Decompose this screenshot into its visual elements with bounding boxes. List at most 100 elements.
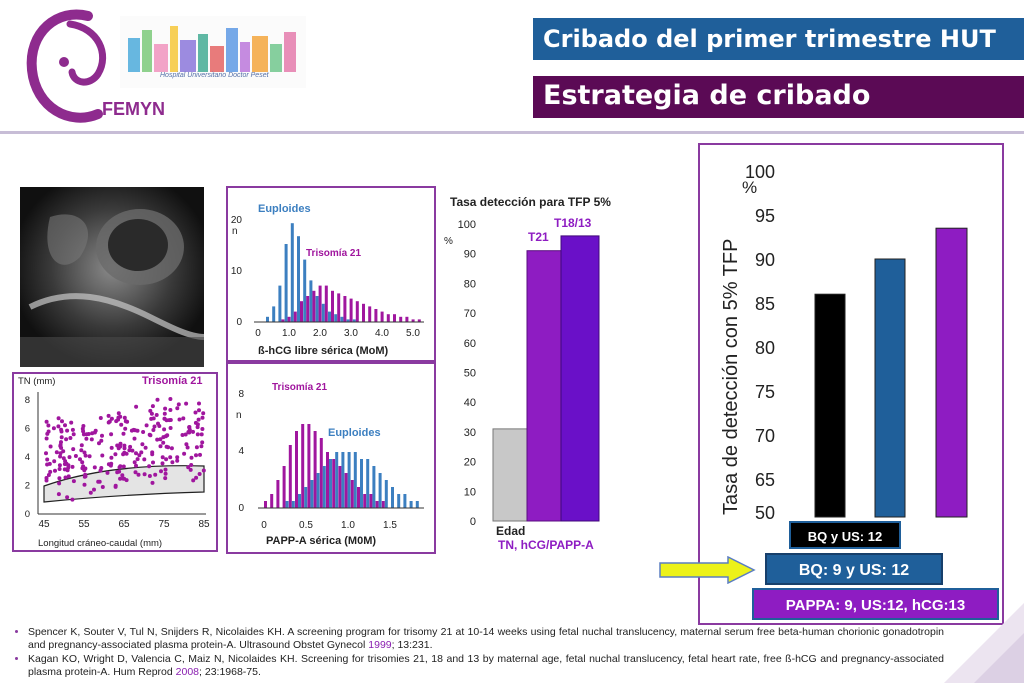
pappa-xlabel: PAPP-A sérica (M0M) [266, 535, 376, 547]
scatter-point [198, 452, 202, 457]
scatter-point [63, 423, 67, 428]
scatter-point [135, 428, 140, 433]
middle-bar-chart: Tasa detección para TFP 5% % 0 10 20 30 40 50… [444, 195, 611, 552]
pappa-t21-bar [369, 494, 373, 508]
scatter-point [160, 461, 165, 466]
scatter-point [107, 419, 112, 424]
scatter-point [69, 420, 74, 425]
hcg-euploid-bar [321, 303, 325, 322]
scatter-point [44, 436, 49, 441]
scatter-point [44, 478, 49, 483]
scatter-point [201, 411, 206, 416]
scatter-point [151, 460, 155, 465]
hcg-euploid-bar [334, 314, 338, 322]
scatter-point [124, 478, 129, 483]
scatter-point [137, 453, 142, 458]
scatter-point [57, 476, 62, 481]
pappa-euploid-bar [335, 452, 339, 508]
scatter-point [88, 490, 93, 495]
scatter-point [83, 474, 88, 479]
scatter-point [132, 436, 137, 441]
scatter-point [163, 476, 168, 481]
scatter-point [200, 415, 205, 420]
scatter-point [59, 445, 64, 450]
scatter-point [118, 441, 123, 446]
hcg-t21-bar [318, 285, 322, 322]
scatter-point [58, 454, 63, 459]
scatter-point [175, 458, 180, 463]
scatter-point [182, 451, 187, 456]
scatter-point [65, 428, 70, 433]
right-ytick-label: 85 [755, 294, 775, 314]
scatter-xtick-label: 75 [158, 519, 170, 530]
scatter-point [150, 452, 155, 457]
femyn-logo-icon [26, 9, 107, 123]
hcg-t21-bar [324, 285, 328, 322]
middle-label-t21: T21 [528, 230, 549, 244]
pappa-xtick-label: 0.5 [299, 520, 313, 531]
scatter-xtick-label: 85 [198, 519, 210, 530]
scatter-point [201, 468, 206, 473]
scatter-point [57, 481, 62, 486]
pappa-t21-bar [313, 431, 317, 508]
scatter-point [66, 465, 71, 470]
pappa-euploid-bar [298, 494, 301, 508]
hcg-t21-bar [293, 311, 297, 322]
hcg-t21-bar [355, 301, 359, 322]
scatter-point [80, 460, 85, 465]
scatter-point [165, 433, 170, 438]
scatter-point [59, 440, 63, 445]
scatter-point [79, 448, 84, 453]
right-ytick-label: 100 [745, 162, 775, 182]
pappa-t21-bar [344, 473, 348, 508]
scatter-point [121, 464, 126, 469]
scatter-series-label: Trisomía 21 [142, 375, 203, 387]
scatter-point [51, 426, 56, 431]
scatter-point [114, 419, 119, 424]
scatter-point [73, 454, 78, 458]
scatter-point [149, 411, 154, 416]
scatter-point [61, 456, 66, 461]
scatter-point [118, 414, 123, 419]
scatter-point [169, 446, 174, 451]
scatter-xtick-label: 45 [38, 519, 50, 530]
hcg-euploid-bar [303, 259, 307, 322]
hcg-euploid-bar [309, 280, 313, 322]
scatter-point [83, 453, 88, 458]
scatter-point [70, 464, 75, 469]
scatter-point [149, 416, 154, 421]
scatter-point [56, 416, 61, 421]
scatter-point [99, 466, 104, 470]
pappa-euploid-bar [353, 452, 357, 508]
hcg-histogram: Euploides Trisomía 21 n 0 10 20 0 1.0 2.0 3.0… [231, 203, 424, 357]
hospital-banner: Hospital Universitario Doctor Peset [120, 16, 306, 88]
scatter-point [176, 402, 181, 407]
scatter-point [189, 463, 194, 467]
pappa-t21-bar [264, 501, 267, 508]
scatter-point [194, 453, 198, 458]
scatter-point [160, 455, 165, 460]
scatter-ytick-label: 0 [25, 509, 30, 520]
right-bar-chart: Tasa de detección con 5% TFP % 50 65 70 75 8… [720, 162, 968, 523]
scatter-point [140, 442, 145, 447]
hcg-t21-bar [380, 311, 384, 322]
scatter-point [168, 408, 173, 412]
pappa-ytick-label: 4 [238, 446, 244, 457]
hcg-euploid-bar [352, 319, 356, 322]
scatter-point [161, 440, 166, 445]
scatter-point [129, 428, 134, 433]
scatter-point [164, 457, 169, 462]
scatter-point [97, 441, 101, 446]
hcg-ytick-label: 20 [231, 215, 243, 226]
scatter-point [164, 418, 169, 423]
legend-bq-9-us-12: BQ: 9 y US: 12 [765, 553, 943, 585]
references: Spencer K, Souter V, Tul N, Snijders R, … [14, 626, 944, 680]
hcg-euploid-bar [272, 306, 276, 322]
scatter-point [62, 462, 67, 467]
scatter-point [197, 401, 201, 406]
scatter-xtick-label: 55 [78, 519, 90, 530]
middle-ytick-label: 80 [464, 278, 476, 290]
scatter-point [98, 416, 103, 420]
pappa-histogram: Trisomía 21 Euploides n 0 4 8 0 0.5 1.0 1.5 P… [236, 382, 424, 547]
arrow-icon [659, 556, 756, 584]
